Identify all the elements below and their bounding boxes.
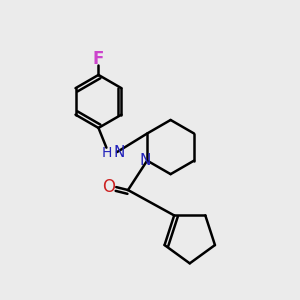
Text: N: N <box>113 146 124 160</box>
Text: F: F <box>93 50 104 68</box>
Text: N: N <box>139 153 151 168</box>
Text: H: H <box>101 146 112 160</box>
Text: O: O <box>102 178 116 196</box>
